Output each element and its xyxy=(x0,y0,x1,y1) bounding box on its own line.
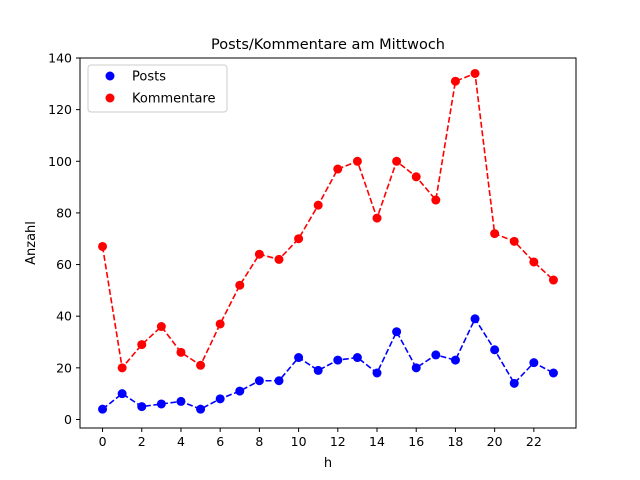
data-point xyxy=(274,254,284,264)
data-point xyxy=(548,275,558,285)
data-point xyxy=(470,68,480,78)
y-tick-label: 140 xyxy=(48,51,72,66)
x-axis-label: h xyxy=(324,456,332,471)
data-point xyxy=(490,229,500,239)
data-point xyxy=(235,386,245,396)
data-point xyxy=(431,195,441,205)
data-point xyxy=(254,376,264,386)
data-point xyxy=(176,347,186,357)
data-point xyxy=(156,399,166,409)
y-tick-label: 120 xyxy=(48,102,72,117)
data-point xyxy=(235,280,245,290)
data-point xyxy=(294,353,304,363)
data-point xyxy=(156,322,166,332)
data-point xyxy=(333,355,343,365)
x-tick-label: 14 xyxy=(369,434,385,449)
data-point xyxy=(294,234,304,244)
x-tick-label: 0 xyxy=(99,434,107,449)
data-point xyxy=(254,249,264,259)
legend-label: Posts xyxy=(132,70,166,85)
series-line xyxy=(102,317,554,411)
data-point xyxy=(529,358,539,368)
data-point xyxy=(509,378,519,388)
data-point xyxy=(392,327,402,337)
y-tick-label: 40 xyxy=(56,309,72,324)
data-point xyxy=(392,156,402,166)
legend-marker xyxy=(105,93,115,103)
data-point xyxy=(137,402,147,412)
data-point xyxy=(470,314,480,324)
legend-marker xyxy=(105,71,115,81)
chart-title: Posts/Kommentare am Mittwoch xyxy=(211,37,445,53)
data-point xyxy=(176,396,186,406)
data-point xyxy=(411,172,421,182)
legend: Posts Kommentare xyxy=(87,64,228,113)
data-point xyxy=(529,257,539,267)
x-tick-label: 12 xyxy=(330,434,346,449)
data-point xyxy=(372,213,382,223)
data-point xyxy=(372,368,382,378)
data-point xyxy=(215,319,225,329)
x-tick-label: 6 xyxy=(216,434,224,449)
data-point xyxy=(117,389,127,399)
data-point xyxy=(450,76,460,86)
x-tick-label: 8 xyxy=(255,434,263,449)
data-point xyxy=(137,340,147,350)
data-point xyxy=(98,241,108,251)
data-point xyxy=(333,164,343,174)
x-tick-label: 10 xyxy=(291,434,307,449)
data-point xyxy=(450,355,460,365)
legend-box xyxy=(87,64,228,113)
y-tick-label: 60 xyxy=(56,257,72,272)
data-point xyxy=(98,404,108,414)
y-tick-label: 0 xyxy=(64,412,72,427)
data-point xyxy=(196,360,206,370)
data-point xyxy=(411,363,421,373)
legend-label: Kommentare xyxy=(132,92,216,107)
x-tick-label: 18 xyxy=(447,434,463,449)
data-point xyxy=(352,353,362,363)
x-tick-label: 4 xyxy=(177,434,185,449)
data-point xyxy=(509,236,519,246)
x-tick-label: 22 xyxy=(526,434,542,449)
x-tick-label: 2 xyxy=(138,434,146,449)
y-tick-label: 80 xyxy=(56,205,72,220)
axes-frame xyxy=(79,57,577,429)
plot-area: 0 2 4 6 8 10 12 14 16 18 20 22 0 20 40 60 80 100 120 140 xyxy=(48,51,577,449)
data-point xyxy=(313,365,323,375)
data-point xyxy=(215,394,225,404)
y-axis-label: Anzahl xyxy=(24,221,39,265)
data-point xyxy=(490,345,500,355)
y-tick-label: 100 xyxy=(48,154,72,169)
x-tick-label: 20 xyxy=(487,434,503,449)
data-point xyxy=(196,404,206,414)
y-tick-label: 20 xyxy=(56,360,72,375)
data-point xyxy=(313,200,323,210)
data-point xyxy=(352,156,362,166)
data-point xyxy=(274,376,284,386)
data-point xyxy=(431,350,441,360)
data-point xyxy=(117,363,127,373)
x-tick-label: 16 xyxy=(408,434,424,449)
data-point xyxy=(548,368,558,378)
series-line xyxy=(101,72,554,370)
